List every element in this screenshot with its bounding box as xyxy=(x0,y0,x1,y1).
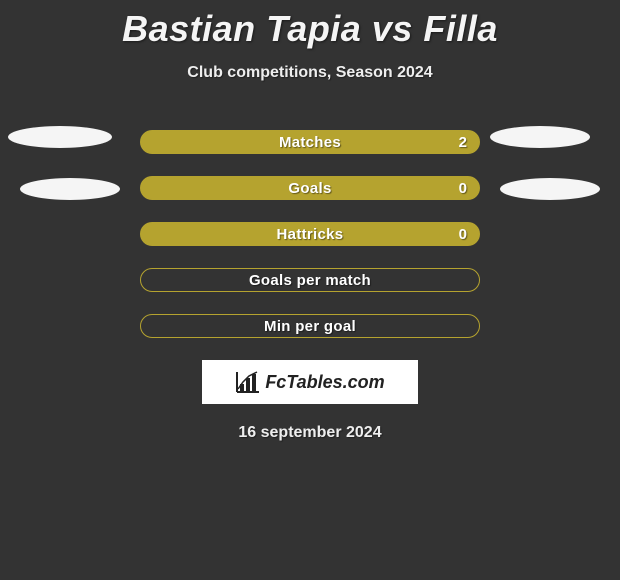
stat-rows: Matches 2 Goals 0 Hattricks 0 Goals per … xyxy=(0,130,620,338)
bar-chart-icon xyxy=(235,370,261,394)
stat-value: 2 xyxy=(459,134,467,151)
date-text: 16 september 2024 xyxy=(0,424,620,442)
logo-box: FcTables.com xyxy=(202,360,418,404)
stat-value: 0 xyxy=(459,180,467,197)
stat-row-min-per-goal: Min per goal xyxy=(140,314,480,338)
decor-ellipse xyxy=(490,126,590,148)
decor-ellipse xyxy=(20,178,120,200)
decor-ellipse xyxy=(8,126,112,148)
stat-label: Goals xyxy=(288,180,331,197)
stat-row-matches: Matches 2 xyxy=(140,130,480,154)
decor-ellipse xyxy=(500,178,600,200)
stat-row-hattricks: Hattricks 0 xyxy=(140,222,480,246)
stat-label: Goals per match xyxy=(249,272,371,289)
stat-label: Matches xyxy=(279,134,341,151)
logo-text: FcTables.com xyxy=(265,372,384,393)
stat-label: Min per goal xyxy=(264,318,356,335)
page-subtitle: Club competitions, Season 2024 xyxy=(0,64,620,82)
stat-label: Hattricks xyxy=(277,226,344,243)
stat-row-goals: Goals 0 xyxy=(140,176,480,200)
stat-value: 0 xyxy=(459,226,467,243)
stat-row-goals-per-match: Goals per match xyxy=(140,268,480,292)
page-title: Bastian Tapia vs Filla xyxy=(0,0,620,50)
